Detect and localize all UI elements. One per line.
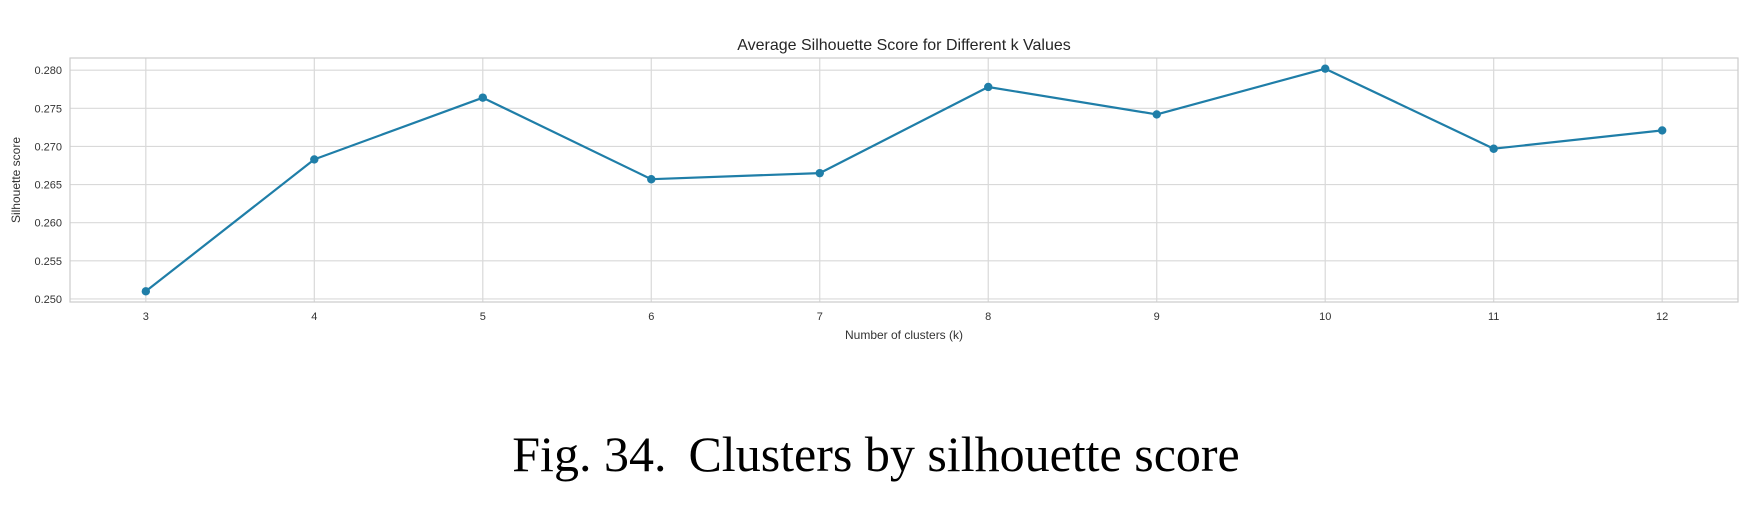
y-tick-labels: 0.250 0.255 0.260 0.265 0.270 0.275 0.280 bbox=[34, 65, 62, 306]
data-point bbox=[141, 287, 151, 296]
x-tick-label: 10 bbox=[1319, 311, 1331, 323]
data-point bbox=[478, 93, 487, 102]
plot-frame bbox=[69, 57, 1739, 303]
x-tick-label: 11 bbox=[1488, 311, 1499, 323]
series-line bbox=[145, 67, 1663, 293]
x-tick-label: 5 bbox=[480, 311, 486, 323]
figure-label: Fig. 34. bbox=[512, 426, 667, 482]
series-silhouette bbox=[141, 64, 1667, 296]
x-tick-label: 7 bbox=[817, 311, 823, 323]
grid bbox=[70, 58, 1738, 302]
x-tick-label: 4 bbox=[311, 311, 317, 323]
x-tick-labels: 3 4 5 6 7 8 9 10 11 12 bbox=[143, 311, 1669, 323]
y-tick-label: 0.270 bbox=[34, 141, 62, 153]
y-axis-label: Silhouette score bbox=[9, 137, 23, 223]
y-tick-label: 0.250 bbox=[34, 294, 62, 306]
x-tick-label: 8 bbox=[985, 311, 991, 323]
data-point bbox=[1489, 144, 1498, 153]
figure-text: Clusters by silhouette score bbox=[688, 426, 1240, 482]
x-tick-label: 3 bbox=[143, 311, 149, 323]
y-tick-label: 0.265 bbox=[34, 180, 62, 192]
x-tick-label: 9 bbox=[1154, 311, 1160, 323]
data-point bbox=[984, 82, 993, 92]
y-tick-label: 0.260 bbox=[34, 218, 62, 230]
x-tick-label: 6 bbox=[648, 311, 654, 323]
y-tick-label: 0.280 bbox=[34, 65, 62, 77]
y-tick-label: 0.275 bbox=[34, 103, 62, 115]
data-point bbox=[815, 168, 824, 178]
data-point bbox=[647, 175, 656, 184]
data-point bbox=[1152, 110, 1161, 119]
chart-title: Average Silhouette Score for Different k… bbox=[737, 37, 1071, 54]
y-tick-label: 0.255 bbox=[34, 256, 62, 268]
data-point bbox=[310, 155, 319, 164]
data-point bbox=[1657, 126, 1667, 135]
figure-caption: Fig. 34. Clusters by silhouette score bbox=[0, 425, 1752, 483]
x-axis-label: Number of clusters (k) bbox=[845, 328, 963, 342]
x-tick-label: 12 bbox=[1656, 311, 1668, 323]
data-point bbox=[1321, 64, 1330, 73]
